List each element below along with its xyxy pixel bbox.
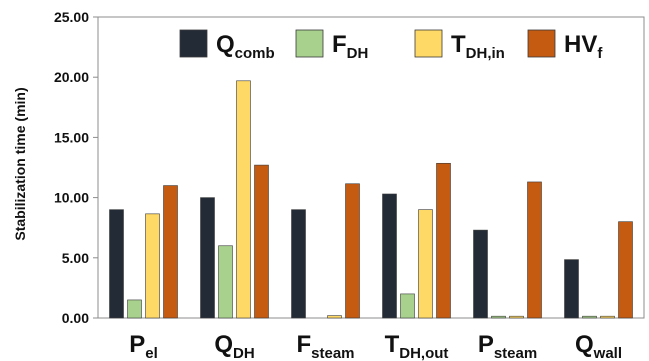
bar-hv-f	[527, 181, 542, 319]
plot-border	[97, 16, 645, 319]
legend-swatch	[414, 29, 443, 58]
y-tick-label: 10.00	[54, 190, 89, 206]
bar-q-comb	[473, 229, 488, 319]
y-tick-label: 25.00	[54, 9, 89, 25]
bar-q-comb	[564, 259, 579, 319]
legend: Qcomb FDH TDH,in HVf	[179, 29, 603, 62]
legend-label: Qcomb	[216, 31, 275, 62]
legend-swatch	[527, 29, 556, 58]
bar-f-dh	[218, 245, 233, 319]
y-tick-label: 15.00	[54, 129, 89, 145]
bar-hv-f	[254, 164, 269, 319]
bar-t-dhin	[327, 315, 342, 319]
bar-hv-f	[345, 183, 360, 319]
bar-t-dhin	[145, 213, 160, 319]
bar-hv-f	[163, 185, 178, 319]
legend-swatch	[179, 29, 208, 58]
x-category-label: QDH	[214, 331, 254, 361]
legend-label: HVf	[564, 31, 603, 62]
legend-label: TDH,in	[451, 31, 505, 62]
y-tick-label: 0.00	[62, 310, 89, 326]
bar-hv-f	[618, 221, 633, 319]
y-tick-label: 20.00	[54, 69, 89, 85]
bar-t-dhin	[236, 80, 251, 319]
x-axis: Pel QDH Fsteam TDH,out Psteam Qwall	[129, 331, 622, 361]
bar-t-dhin	[418, 209, 433, 319]
bar-t-dhin	[509, 315, 524, 319]
bar-f-dh	[491, 315, 506, 319]
bar-f-dh	[127, 299, 142, 319]
y-axis-label: Stabilization time (min)	[12, 87, 28, 240]
legend-label: FDH	[332, 31, 368, 62]
bar-q-comb	[109, 209, 124, 319]
bar-q-comb	[291, 209, 306, 319]
y-tick-label: 5.00	[62, 250, 89, 266]
bar-f-dh	[400, 293, 415, 319]
bars	[109, 80, 633, 319]
x-category-label: Qwall	[575, 331, 622, 361]
bar-t-dhin	[600, 315, 615, 319]
bar-q-comb	[382, 193, 397, 319]
x-category-label: Pel	[129, 331, 158, 361]
y-axis: 0.00 5.00 10.00 15.00 20.00 25.00	[54, 9, 98, 326]
bar-q-comb	[200, 197, 215, 319]
legend-swatch	[295, 29, 324, 58]
x-category-label: Fsteam	[296, 331, 354, 361]
bar-hv-f	[436, 162, 451, 319]
bar-f-dh	[582, 315, 597, 319]
x-category-label: TDH,out	[385, 331, 449, 361]
x-category-label: Psteam	[478, 331, 537, 361]
plot-frame	[97, 16, 645, 319]
